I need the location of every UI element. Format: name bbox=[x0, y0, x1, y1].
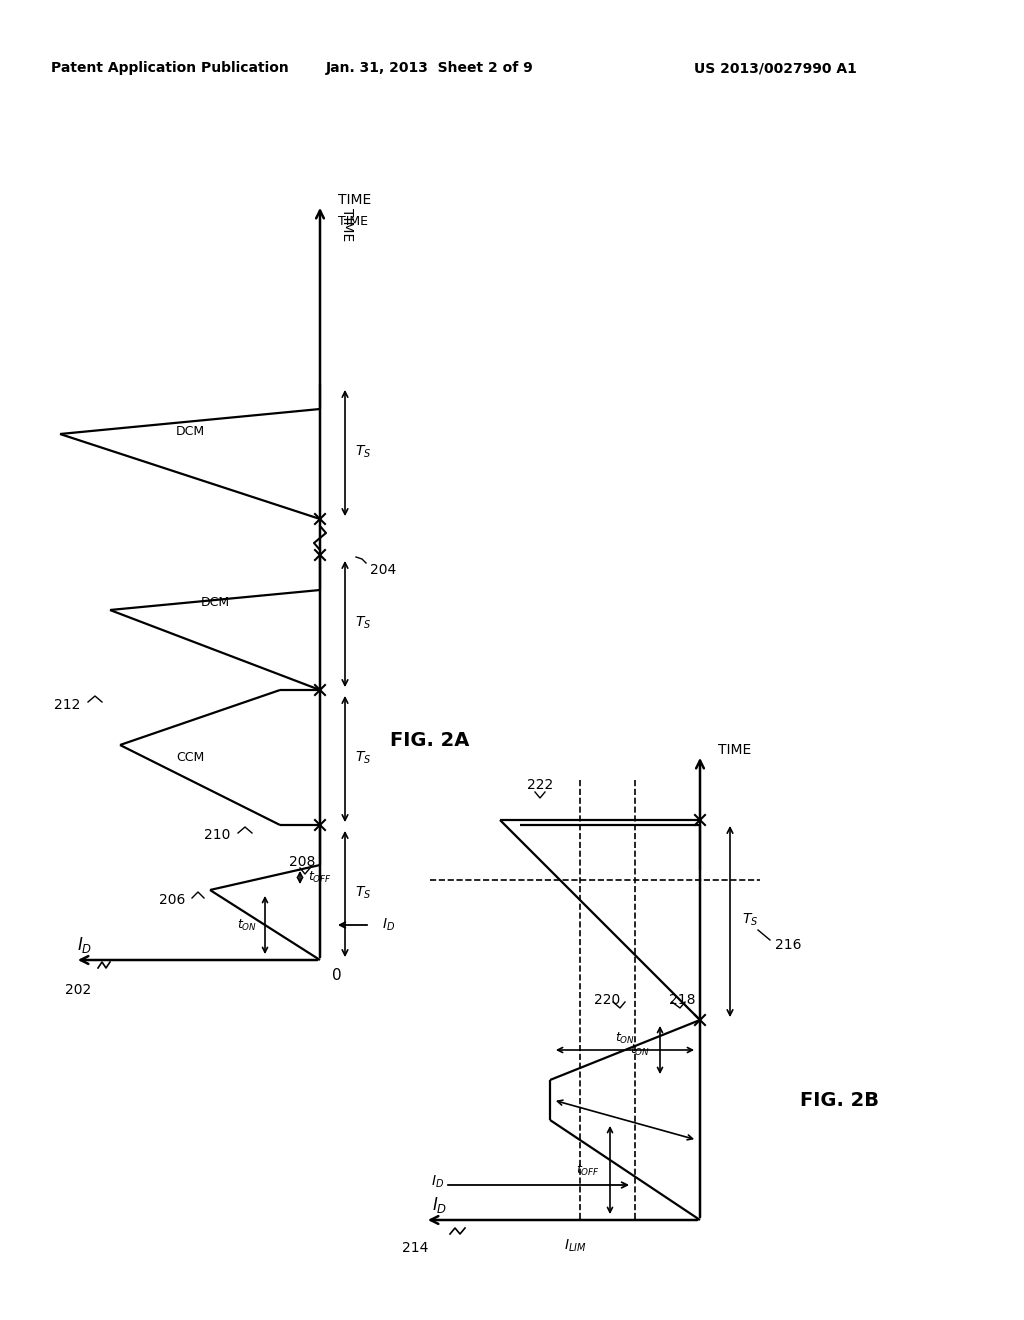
Text: $T_S$: $T_S$ bbox=[742, 912, 759, 928]
Text: Jan. 31, 2013  Sheet 2 of 9: Jan. 31, 2013 Sheet 2 of 9 bbox=[326, 61, 534, 75]
Text: 214: 214 bbox=[401, 1241, 428, 1255]
Text: TIME: TIME bbox=[718, 743, 752, 756]
Text: $I_{LIM}$: $I_{LIM}$ bbox=[564, 1238, 587, 1254]
Text: FIG. 2B: FIG. 2B bbox=[801, 1090, 880, 1110]
Text: $I_D$: $I_D$ bbox=[78, 935, 92, 954]
Text: 208: 208 bbox=[289, 855, 315, 869]
Text: 210: 210 bbox=[204, 828, 230, 842]
Text: TIME: TIME bbox=[340, 209, 354, 242]
Text: 204: 204 bbox=[370, 564, 396, 577]
Text: DCM: DCM bbox=[175, 425, 205, 438]
Text: FIG. 2A: FIG. 2A bbox=[390, 730, 470, 750]
Text: 0: 0 bbox=[332, 968, 342, 983]
Text: 216: 216 bbox=[775, 939, 802, 952]
Text: 222: 222 bbox=[527, 777, 553, 792]
Text: US 2013/0027990 A1: US 2013/0027990 A1 bbox=[693, 61, 856, 75]
Text: TIME: TIME bbox=[338, 215, 368, 228]
Text: $T_S$: $T_S$ bbox=[355, 750, 372, 766]
Text: Patent Application Publication: Patent Application Publication bbox=[51, 61, 289, 75]
Text: 202: 202 bbox=[65, 983, 91, 997]
Text: $t_{OFF}$: $t_{OFF}$ bbox=[577, 1163, 600, 1177]
Text: $T_S$: $T_S$ bbox=[355, 884, 372, 900]
Text: 212: 212 bbox=[53, 698, 80, 711]
Text: $t_{ON}$: $t_{ON}$ bbox=[237, 917, 257, 932]
Text: $I_D$: $I_D$ bbox=[431, 1173, 444, 1191]
Text: $I_D$: $I_D$ bbox=[432, 1195, 447, 1214]
Text: $T_S$: $T_S$ bbox=[355, 614, 372, 631]
Text: $T_S$: $T_S$ bbox=[355, 444, 372, 459]
Text: 206: 206 bbox=[159, 894, 185, 907]
Text: 220: 220 bbox=[594, 993, 620, 1007]
Text: TIME: TIME bbox=[338, 193, 372, 207]
Text: CCM: CCM bbox=[176, 751, 204, 764]
Text: $t_{ON}$: $t_{ON}$ bbox=[615, 1031, 635, 1045]
Text: DCM: DCM bbox=[201, 597, 229, 609]
Text: $t_{ON}$: $t_{ON}$ bbox=[630, 1043, 650, 1057]
Text: $I_D$: $I_D$ bbox=[382, 917, 395, 933]
Text: 218: 218 bbox=[669, 993, 695, 1007]
Text: $t_{OFF}$: $t_{OFF}$ bbox=[308, 870, 332, 884]
